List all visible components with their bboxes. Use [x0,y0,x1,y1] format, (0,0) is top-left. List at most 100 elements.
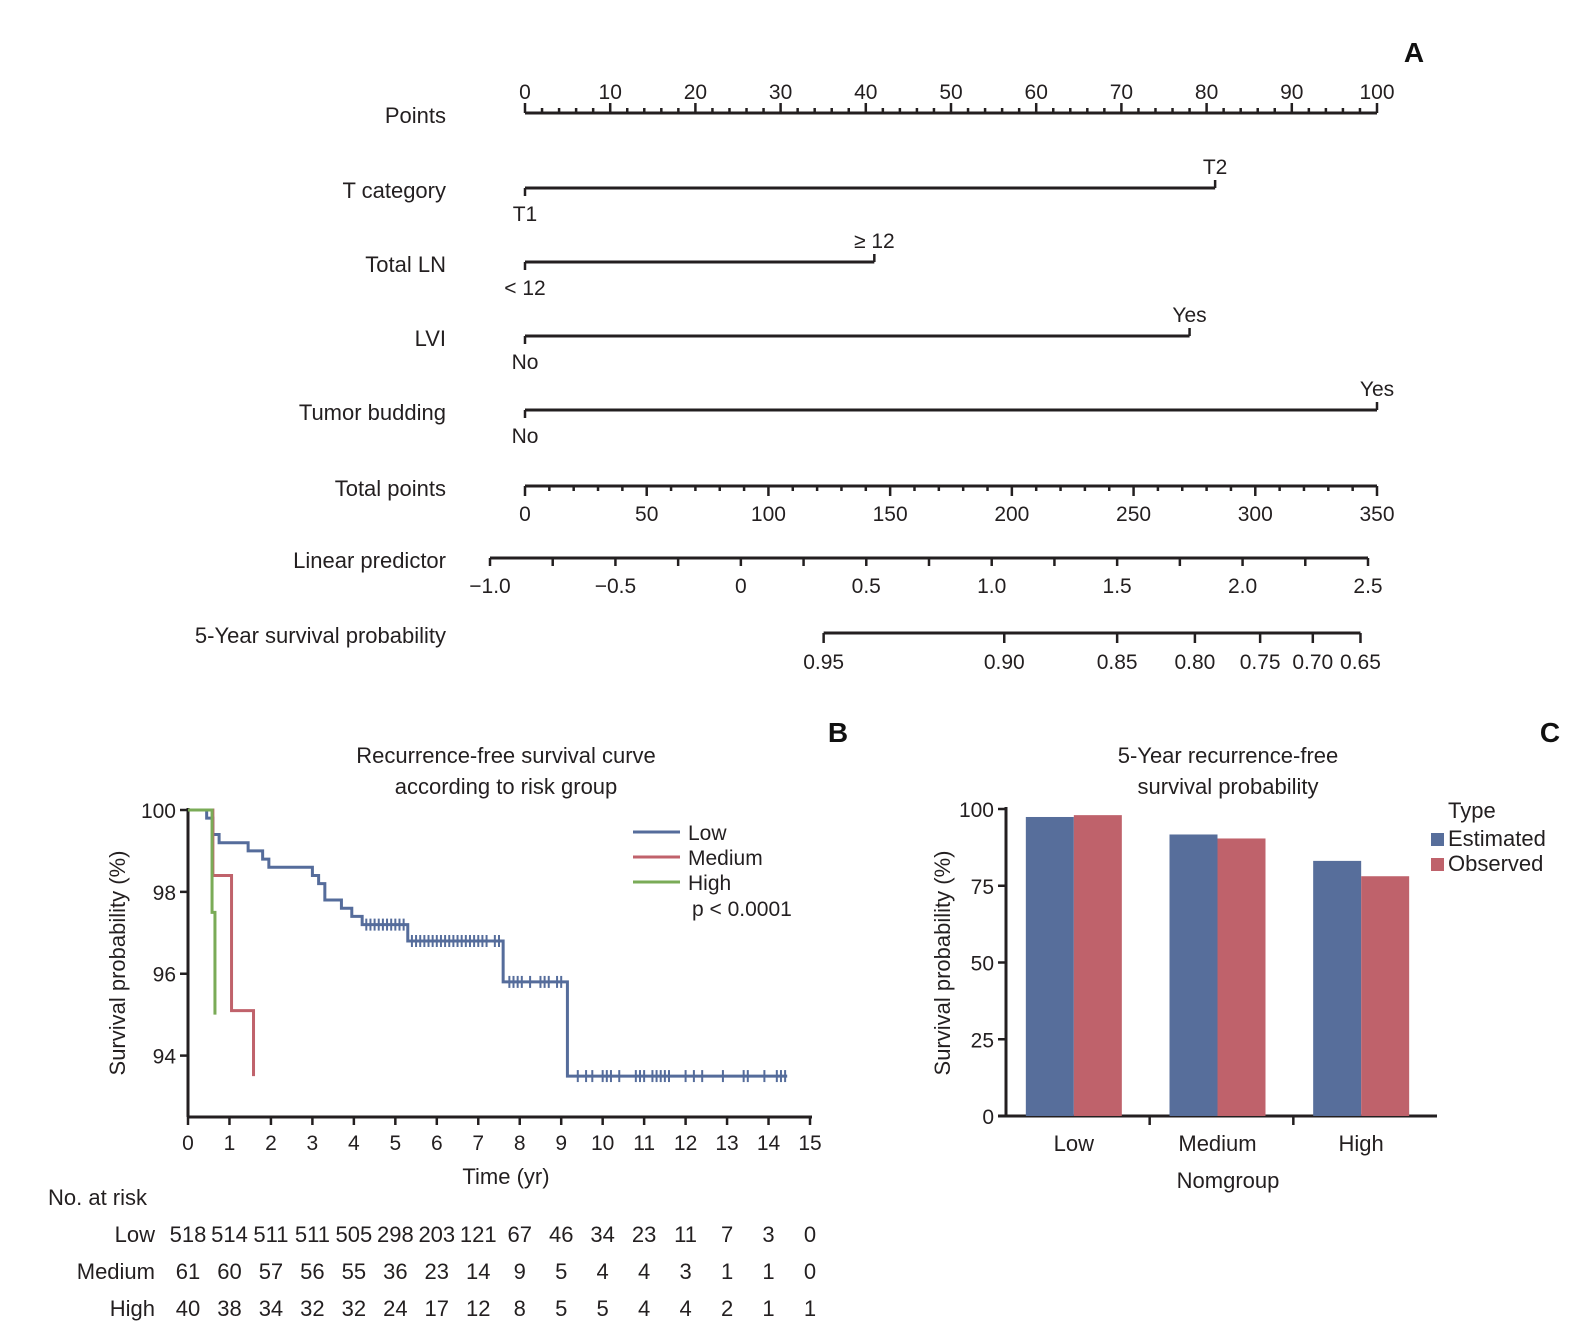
nomogram-panel: Points 0 10 20 30 40 50 60 70 80 90 100 T category T1… [195,81,1395,674]
legend-label: Estimated [1448,826,1546,851]
y-tick-label: 75 [971,876,994,899]
x-tick-label: 10 [591,1132,614,1155]
risk-table-cell: 3 [679,1259,691,1284]
y-tick-label: 0 [982,1106,994,1129]
row-label: Total LN [365,252,446,277]
risk-table-cell: 24 [383,1296,407,1321]
y-tick-label: 98 [153,882,176,905]
tick-label: 0 [519,81,531,104]
x-tick-label: 2 [265,1132,277,1155]
risk-table-cell: 46 [549,1222,573,1247]
risk-table-cell: 1 [762,1296,774,1321]
y-tick-label: 25 [971,1029,994,1052]
risk-table-cell: 56 [300,1259,324,1284]
level-label: No [512,351,539,374]
row-label: Total points [335,476,446,501]
risk-table-cell: 32 [342,1296,366,1321]
tick-label: 40 [854,81,877,104]
tick-label: 1.5 [1103,575,1132,598]
x-tick-label: High [1339,1131,1384,1156]
bar-panel: 5-Year recurrence-free survival probabili… [930,743,1546,1193]
legend-swatch-estimated [1431,833,1444,846]
legend-label: Observed [1448,851,1543,876]
chart-title: survival probability [1138,774,1319,799]
risk-table-cell: 3 [762,1222,774,1247]
risk-table-cell: 511 [253,1222,288,1247]
risk-table-cell: 23 [632,1222,656,1247]
legend-label: High [688,872,731,895]
panel-label-b: B [828,717,848,748]
x-tick-label: 3 [307,1132,319,1155]
bar-observed-low [1073,815,1122,1116]
risk-table-cell: 40 [176,1296,200,1321]
risk-table-cell: 14 [466,1259,490,1284]
risk-table-cell: 36 [383,1259,407,1284]
level-label: T2 [1203,156,1228,179]
risk-table-cell: 511 [295,1222,330,1247]
x-tick-label: 12 [674,1132,697,1155]
tick-label: 50 [939,81,962,104]
tick-label: 20 [684,81,707,104]
x-tick-label: 5 [389,1132,401,1155]
risk-table-group: High [110,1296,155,1321]
legend-label: Medium [688,847,763,870]
tick-label: −1.0 [469,575,510,598]
tick-label: 100 [1359,81,1394,104]
row-label: T category [342,178,446,203]
x-axis-label: Time (yr) [462,1164,549,1189]
tick-label: 90 [1280,81,1303,104]
row-label: Linear predictor [293,548,446,573]
tick-label: 10 [599,81,622,104]
p-value: p < 0.0001 [692,898,792,921]
x-tick-label: 8 [514,1132,526,1155]
y-axis-label: Survival probability (%) [930,851,955,1076]
risk-table-cell: 61 [176,1259,200,1284]
bar-estimated-low [1025,816,1074,1116]
risk-table-title: No. at risk [48,1185,148,1210]
tick-label: 0 [735,575,747,598]
tick-label: 0.80 [1174,651,1215,674]
x-tick-label: 11 [633,1132,655,1155]
tick-label: 300 [1238,503,1273,526]
tick-label: 250 [1116,503,1151,526]
x-tick-label: Medium [1178,1131,1256,1156]
risk-table-cell: 8 [514,1296,526,1321]
legend-swatch-observed [1431,858,1444,871]
level-label: Yes [1172,304,1206,327]
risk-table-cell: 5 [597,1296,609,1321]
risk-table-cell: 4 [679,1296,691,1321]
x-tick-label: 4 [348,1132,360,1155]
risk-table-cell: 298 [377,1222,414,1247]
risk-table-cell: 0 [804,1222,816,1247]
tick-label: 30 [769,81,792,104]
level-label: ≥ 12 [854,230,895,253]
x-tick-label: 14 [757,1132,781,1155]
risk-table-cell: 2 [721,1296,733,1321]
risk-table-cell: 32 [300,1296,324,1321]
row-label: 5-Year survival probability [195,623,446,648]
tick-label: 80 [1195,81,1218,104]
risk-table-cell: 9 [514,1259,526,1284]
risk-table-cell: 57 [259,1259,283,1284]
legend-label: Low [688,822,727,845]
bar-observed-high [1361,876,1410,1116]
x-tick-label: 7 [472,1132,484,1155]
risk-table-cell: 7 [721,1222,733,1247]
bar-estimated-high [1313,860,1362,1116]
tick-label: 0.90 [984,651,1025,674]
tick-label: 350 [1359,503,1394,526]
tick-label: 0.85 [1097,651,1138,674]
risk-table-cell: 121 [460,1222,497,1247]
risk-table-cell: 1 [804,1296,816,1321]
tick-label: 0.65 [1340,651,1381,674]
panel-label-a: A [1404,37,1424,68]
x-tick-label: 13 [715,1132,738,1155]
legend-title: Type [1448,798,1496,823]
y-tick-label: 100 [959,799,994,822]
risk-table-cell: 1 [721,1259,733,1284]
x-tick-label: 0 [182,1132,194,1155]
tick-label: 0 [519,503,531,526]
risk-table-cell: 505 [336,1222,373,1247]
row-label: LVI [415,326,446,351]
